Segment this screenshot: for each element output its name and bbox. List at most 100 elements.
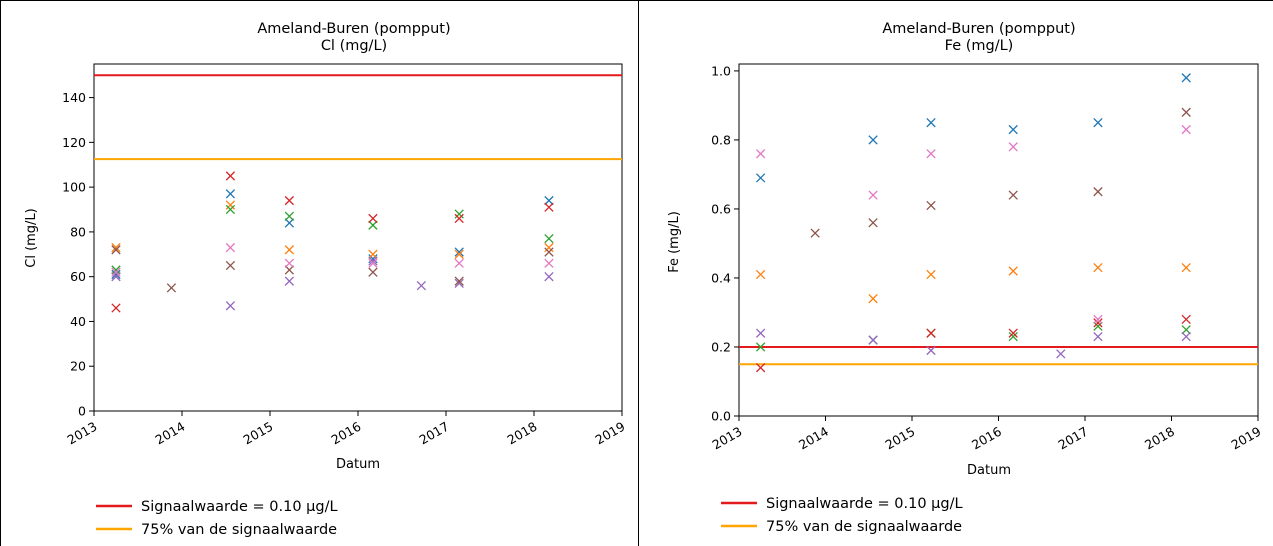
y-tick-label: 20 [70, 359, 86, 374]
data-point [284, 265, 295, 275]
data-point [166, 283, 177, 293]
data-point [755, 342, 766, 352]
data-point [368, 220, 378, 230]
data-point [544, 233, 554, 244]
y-tick-label: 0.4 [711, 270, 731, 285]
data-point [111, 265, 121, 275]
data-point [454, 276, 464, 286]
data-point [1093, 187, 1103, 197]
data-point [225, 204, 236, 215]
data-point [284, 218, 295, 228]
data-point [868, 190, 878, 200]
x-tick-label: 2017 [1055, 424, 1090, 453]
data-point [1008, 328, 1018, 338]
data-point [368, 256, 378, 266]
data-point [368, 213, 378, 224]
data-point [868, 294, 878, 304]
data-point [1181, 314, 1191, 325]
data-point [1056, 349, 1066, 359]
data-point [1008, 124, 1018, 135]
data-point [284, 258, 295, 268]
x-tick-label: 2016 [328, 419, 363, 448]
x-axis-label: Datum [336, 457, 380, 472]
data-point [1093, 331, 1103, 342]
data-point [544, 272, 554, 282]
data-point [1181, 262, 1191, 273]
data-point [544, 242, 554, 253]
data-point [1181, 325, 1191, 335]
chart-title: Ameland-Buren (pompput) [257, 21, 450, 37]
y-axis-label: Fe (mg/L) [667, 211, 682, 273]
data-point [225, 260, 236, 271]
legend-label: Signaalwaarde = 0.10 µg/L [141, 499, 338, 515]
data-point [755, 173, 766, 183]
data-point [225, 301, 236, 311]
y-tick-label: 60 [70, 269, 86, 284]
data-point [368, 258, 378, 268]
x-tick-label: 2019 [592, 419, 627, 448]
y-tick-label: 0.2 [711, 339, 731, 354]
data-point [454, 213, 464, 224]
data-point [225, 189, 236, 199]
chart-subtitle: Fe (mg/L) [945, 38, 1014, 54]
data-point [1093, 118, 1103, 128]
legend-label: 75% van de signaalwaarde [141, 522, 337, 538]
data-point [755, 328, 766, 338]
data-point [454, 209, 464, 219]
data-point [416, 280, 427, 291]
data-point [544, 202, 554, 212]
data-point [544, 258, 554, 268]
chart-cl: Ameland-Buren (pompput) Cl (mg/L) Datum … [24, 21, 628, 538]
data-point [111, 267, 121, 277]
data-point [1008, 190, 1018, 200]
x-tick-label: 2018 [1142, 424, 1177, 453]
data-point [111, 272, 121, 282]
y-tick-label: 0.0 [711, 409, 731, 424]
data-point [868, 218, 878, 228]
x-tick-label: 2014 [796, 424, 831, 453]
y-tick-label: 0.6 [711, 201, 731, 216]
data-point [755, 363, 766, 373]
y-tick-label: 0 [78, 404, 86, 419]
x-tick-label: 2018 [504, 419, 539, 448]
data-point [1181, 331, 1191, 342]
data-point [810, 228, 820, 238]
data-point [368, 254, 378, 264]
data-point [111, 269, 121, 280]
data-point [368, 249, 378, 259]
data-point [868, 335, 878, 345]
data-point [225, 171, 236, 181]
data-point [1093, 318, 1103, 328]
x-tick-label: 2019 [1228, 424, 1263, 453]
data-point [111, 245, 121, 255]
data-point [1181, 73, 1191, 83]
plot-frame [93, 63, 623, 412]
data-point [1181, 107, 1191, 117]
plot-frame [738, 63, 1259, 417]
x-tick-label: 2015 [882, 424, 917, 453]
data-point [454, 278, 464, 289]
data-point [926, 118, 936, 128]
y-tick-label: 140 [62, 90, 86, 105]
y-tick-label: 40 [70, 314, 86, 329]
data-point [284, 276, 295, 286]
data-point [926, 269, 936, 280]
data-point [1008, 266, 1018, 276]
data-point [926, 149, 936, 159]
data-point [454, 258, 464, 268]
data-point [755, 269, 766, 280]
x-tick-label: 2014 [152, 419, 187, 448]
data-point [1181, 124, 1191, 135]
y-tick-label: 100 [62, 180, 86, 195]
legend-label: Signaalwaarde = 0.10 µg/L [766, 496, 963, 512]
data-point [368, 267, 378, 277]
data-point [111, 303, 121, 313]
y-tick-label: 1.0 [711, 63, 731, 78]
data-point [755, 149, 766, 159]
data-point [868, 135, 878, 145]
data-point [454, 247, 464, 257]
data-point [454, 249, 464, 259]
data-point [284, 195, 295, 206]
data-point [926, 200, 936, 211]
chart-panel-fe: Ameland-Buren (pompput) Fe (mg/L) Datum … [638, 1, 1273, 546]
